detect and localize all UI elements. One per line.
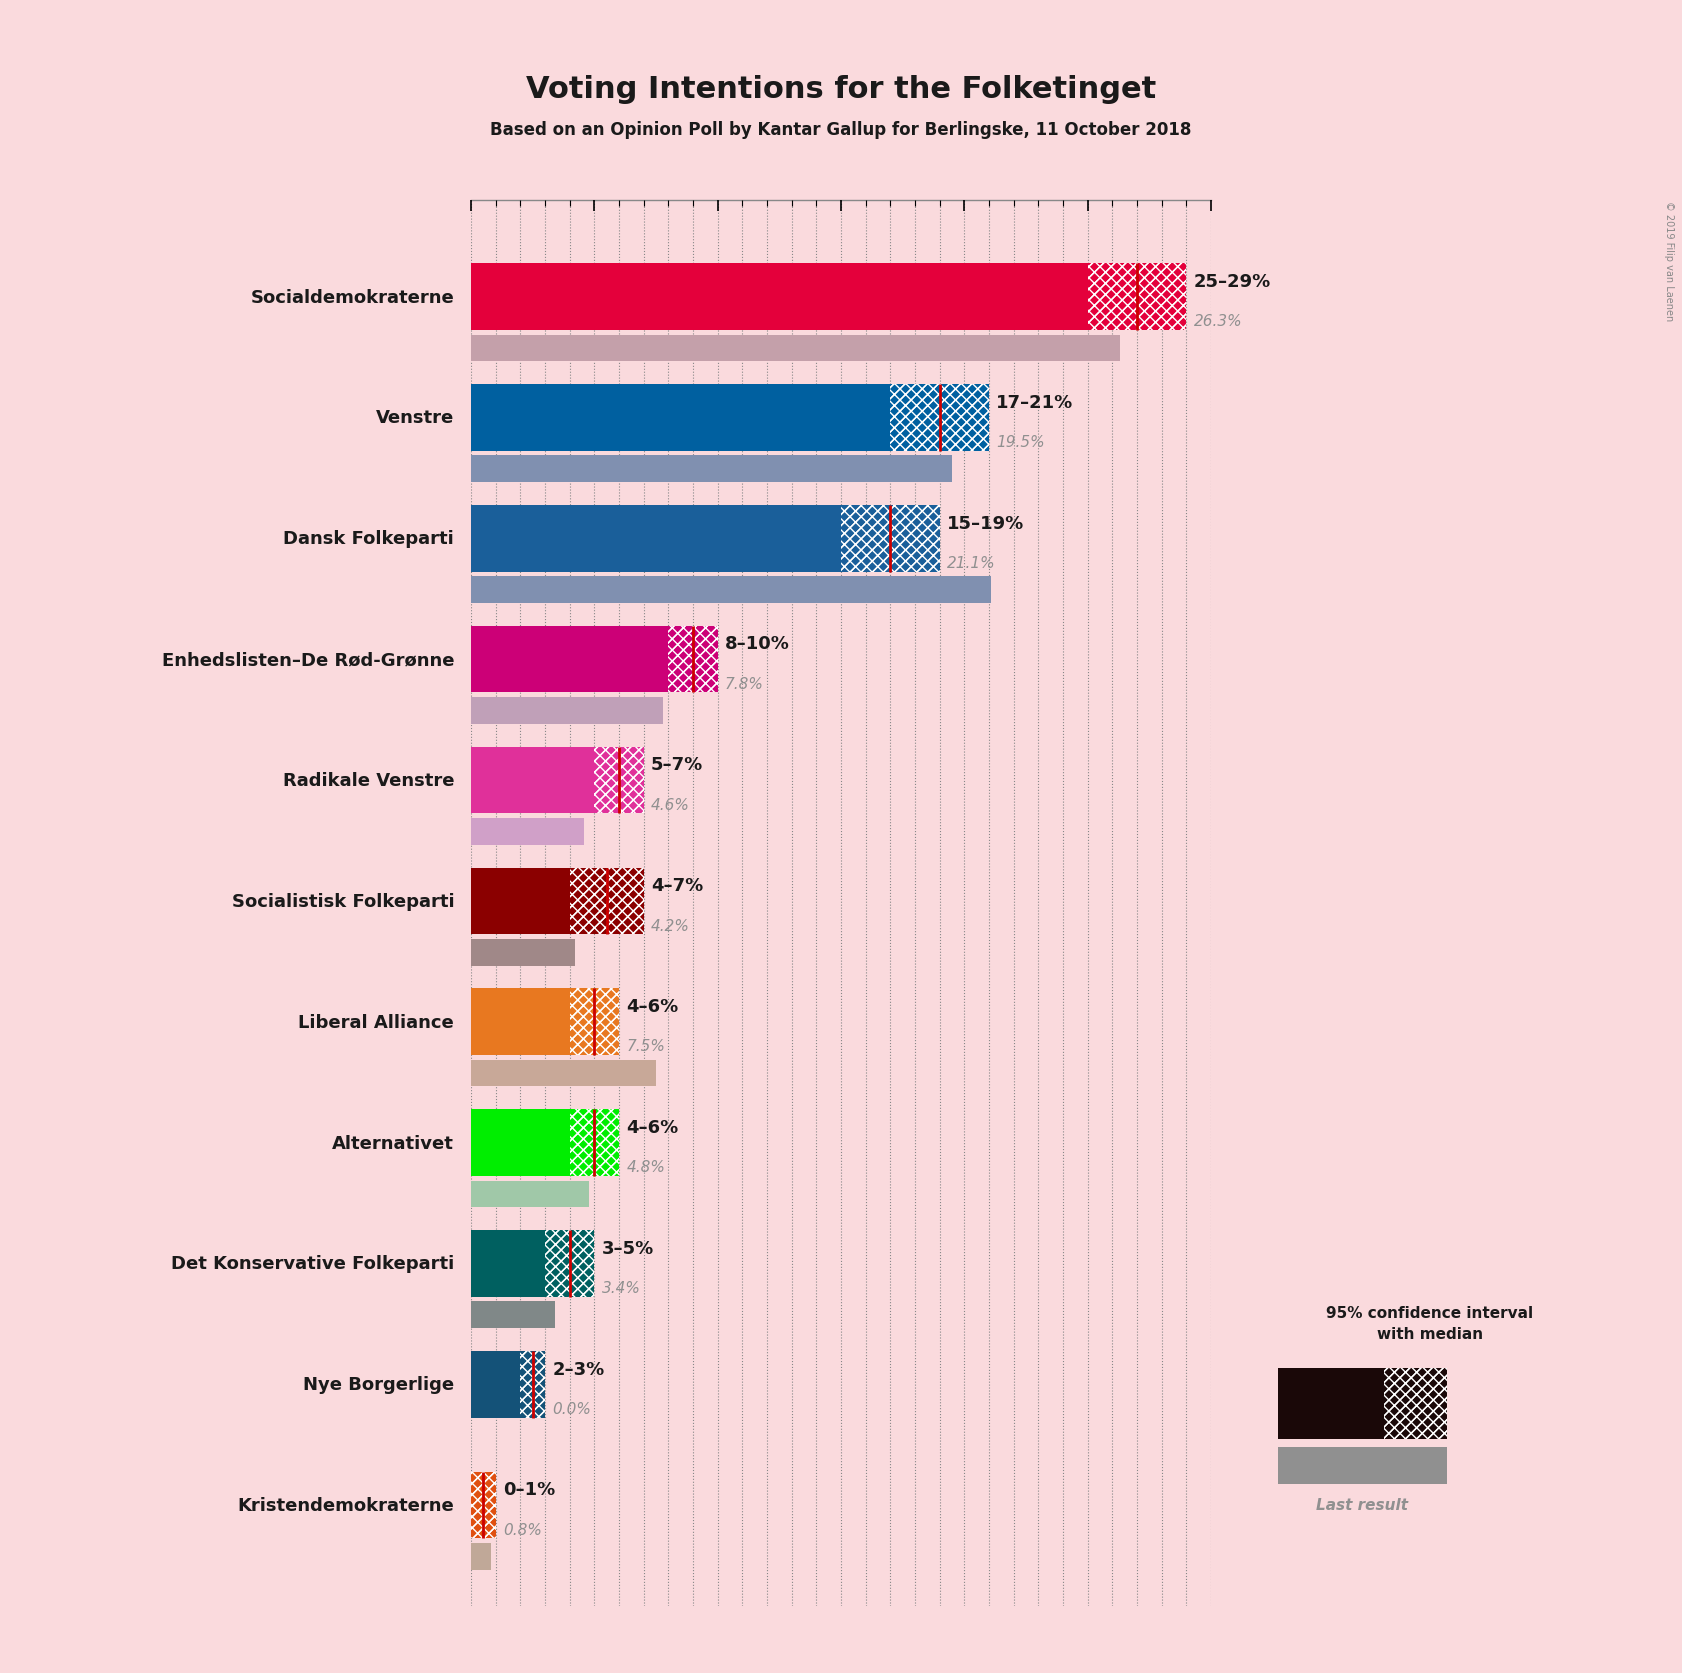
Text: 17–21%: 17–21% <box>996 393 1073 412</box>
Bar <box>471 748 594 813</box>
Bar <box>545 1230 594 1297</box>
Bar <box>1088 264 1186 331</box>
Bar <box>471 939 575 965</box>
Bar <box>520 1352 545 1417</box>
Text: Voting Intentions for the Folketinget: Voting Intentions for the Folketinget <box>526 75 1156 104</box>
Bar <box>471 1061 656 1087</box>
Bar <box>471 1181 589 1208</box>
Text: Venstre: Venstre <box>375 410 454 427</box>
Bar <box>471 577 991 604</box>
Text: 7.8%: 7.8% <box>725 676 764 691</box>
Bar <box>471 1230 545 1297</box>
Bar <box>471 1472 496 1539</box>
Text: Alternativet: Alternativet <box>333 1134 454 1153</box>
Bar <box>471 1472 496 1539</box>
Bar <box>570 1109 619 1176</box>
Bar <box>1088 264 1186 331</box>
Text: Dansk Folkeparti: Dansk Folkeparti <box>283 530 454 549</box>
Bar <box>471 385 890 452</box>
Text: Kristendemokraterne: Kristendemokraterne <box>237 1496 454 1514</box>
Bar <box>545 1230 594 1297</box>
Text: 4.6%: 4.6% <box>651 796 690 811</box>
Bar <box>471 1352 520 1417</box>
Bar <box>545 1230 594 1297</box>
Text: 3–5%: 3–5% <box>602 1240 654 1256</box>
Bar <box>594 748 644 813</box>
Bar <box>471 626 668 693</box>
Bar <box>570 868 644 935</box>
Text: 4–6%: 4–6% <box>626 1118 678 1136</box>
Text: Liberal Alliance: Liberal Alliance <box>298 1014 454 1031</box>
Bar <box>570 868 644 935</box>
Text: 3.4%: 3.4% <box>602 1280 641 1295</box>
Text: Socialistisk Folkeparti: Socialistisk Folkeparti <box>232 892 454 910</box>
Text: 2–3%: 2–3% <box>552 1360 604 1379</box>
Bar <box>570 1109 619 1176</box>
Bar <box>890 385 989 452</box>
Text: 15–19%: 15–19% <box>947 514 1024 532</box>
Bar <box>890 385 989 452</box>
Bar <box>471 698 663 724</box>
Text: 8–10%: 8–10% <box>725 636 791 652</box>
Text: 7.5%: 7.5% <box>626 1039 666 1054</box>
Bar <box>471 1472 496 1539</box>
Text: 0–1%: 0–1% <box>503 1481 555 1499</box>
Text: 5–7%: 5–7% <box>651 756 703 775</box>
Bar <box>520 1352 545 1417</box>
Text: 4.2%: 4.2% <box>651 918 690 934</box>
Text: 26.3%: 26.3% <box>1194 315 1243 330</box>
Bar <box>570 1109 619 1176</box>
Text: 4–7%: 4–7% <box>651 877 703 895</box>
Text: 0.0%: 0.0% <box>552 1400 592 1415</box>
Bar <box>1088 264 1186 331</box>
Bar <box>471 868 570 935</box>
Bar <box>520 1352 545 1417</box>
Bar <box>841 505 940 572</box>
Bar <box>471 1302 555 1328</box>
Text: 4–6%: 4–6% <box>626 997 678 1016</box>
Bar <box>570 989 619 1056</box>
Bar <box>668 626 718 693</box>
Bar <box>841 505 940 572</box>
Bar <box>471 1543 491 1569</box>
Text: 25–29%: 25–29% <box>1194 273 1272 291</box>
Bar <box>471 505 841 572</box>
Text: 95% confidence interval
with median: 95% confidence interval with median <box>1325 1305 1534 1342</box>
Text: © 2019 Filip van Laenen: © 2019 Filip van Laenen <box>1663 201 1674 321</box>
Bar <box>668 626 718 693</box>
Bar <box>471 335 1120 361</box>
Bar <box>471 264 1088 331</box>
Bar <box>890 385 989 452</box>
Text: Based on an Opinion Poll by Kantar Gallup for Berlingske, 11 October 2018: Based on an Opinion Poll by Kantar Gallu… <box>491 120 1191 139</box>
Text: 19.5%: 19.5% <box>996 435 1045 450</box>
Text: 0.8%: 0.8% <box>503 1522 542 1537</box>
Bar <box>471 1109 570 1176</box>
Text: Socialdemokraterne: Socialdemokraterne <box>251 288 454 306</box>
Bar <box>471 989 570 1056</box>
Text: Enhedslisten–De Rød-Grønne: Enhedslisten–De Rød-Grønne <box>161 651 454 669</box>
Bar <box>471 818 584 845</box>
Bar <box>570 989 619 1056</box>
Bar <box>471 457 952 483</box>
Bar <box>570 868 644 935</box>
Bar <box>570 989 619 1056</box>
Text: Det Konservative Folkeparti: Det Konservative Folkeparti <box>172 1255 454 1273</box>
Bar <box>594 748 644 813</box>
Text: Last result: Last result <box>1317 1497 1408 1512</box>
Bar <box>594 748 644 813</box>
Text: 21.1%: 21.1% <box>947 555 996 570</box>
Text: 4.8%: 4.8% <box>626 1159 666 1174</box>
Text: Radikale Venstre: Radikale Venstre <box>283 771 454 790</box>
Text: Nye Borgerlige: Nye Borgerlige <box>303 1375 454 1394</box>
Bar <box>841 505 940 572</box>
Bar <box>668 626 718 693</box>
